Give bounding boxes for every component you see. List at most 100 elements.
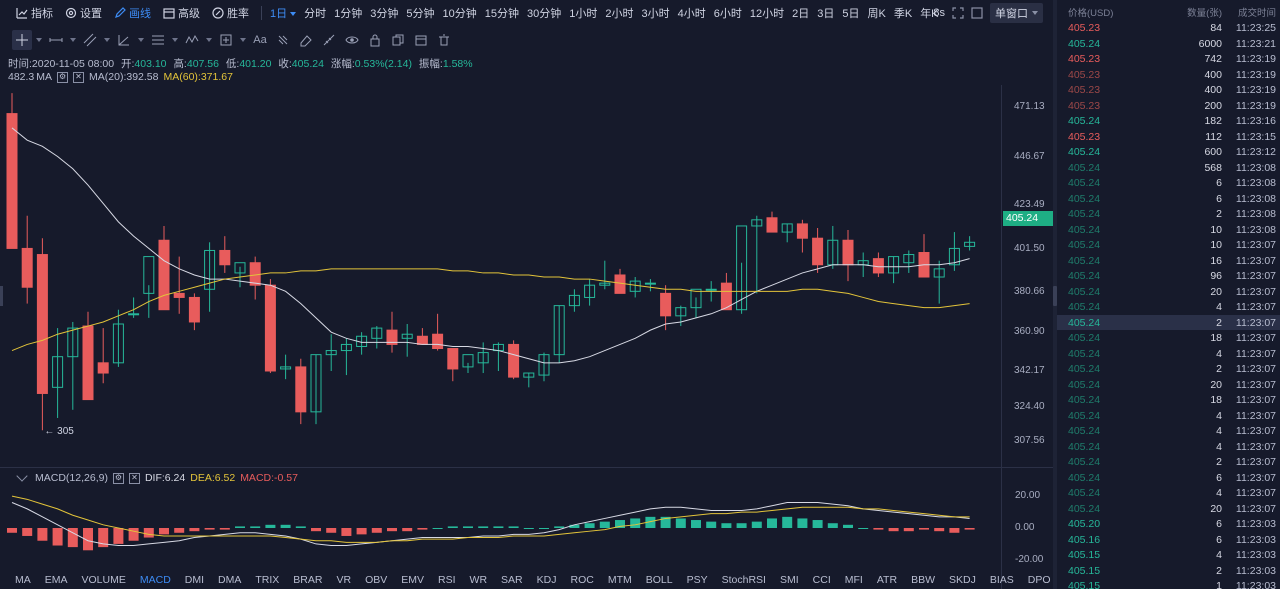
indicator-tab-psy[interactable]: PSY xyxy=(686,574,708,586)
candlestick-chart[interactable]: ← 305 xyxy=(0,85,1001,467)
timeframe-1[interactable]: 分时 xyxy=(304,7,327,20)
wave-tool-menu[interactable] xyxy=(205,38,213,42)
indicator-tab-obv[interactable]: OBV xyxy=(365,574,388,586)
indicators-button[interactable]: 指标 xyxy=(0,5,59,21)
lock-icon[interactable] xyxy=(365,30,385,50)
indicator-tab-dmi[interactable]: DMI xyxy=(184,574,205,586)
indicator-tab-dpo[interactable]: DPO xyxy=(1027,574,1051,586)
macd-settings-icon[interactable]: ⚙ xyxy=(112,472,124,484)
window-mode-select[interactable]: 单窗口 xyxy=(990,3,1043,23)
timeframe-12[interactable]: 6小时 xyxy=(713,7,742,20)
trade-row: 405.24 96 11:23:07 xyxy=(1057,268,1280,284)
timeframe-4[interactable]: 5分钟 xyxy=(406,7,435,20)
drawing-button[interactable]: 画线 xyxy=(108,5,157,21)
timeframe-8[interactable]: 1小时 xyxy=(569,7,598,20)
macd-histogram-bar xyxy=(888,528,899,532)
indicator-tab-roc[interactable]: ROC xyxy=(570,574,594,586)
channel-tool-menu[interactable] xyxy=(103,38,111,42)
copy-icon[interactable] xyxy=(388,30,408,50)
indicator-tab-macd[interactable]: MACD xyxy=(139,574,171,586)
macd-histogram-bar xyxy=(219,528,230,530)
timeframe-7[interactable]: 30分钟 xyxy=(527,7,562,20)
price-axis[interactable]: 471.13 446.67 423.49 401.50 380.66 360.90 342.… xyxy=(1002,85,1052,467)
candle-body xyxy=(97,362,109,374)
panel-divider[interactable] xyxy=(1053,0,1057,589)
timeframe-2[interactable]: 1分钟 xyxy=(334,7,363,20)
panel-resize-handle[interactable] xyxy=(1053,286,1057,306)
indicator-tab-dma[interactable]: DMA xyxy=(218,574,242,586)
channel-tool-icon[interactable] xyxy=(80,30,100,50)
fib-tool-icon[interactable] xyxy=(148,30,168,50)
macd-histogram-bar xyxy=(523,528,534,529)
angle-tool-menu[interactable] xyxy=(137,38,145,42)
macd-chart[interactable] xyxy=(0,485,1001,571)
angle-tool-icon[interactable] xyxy=(114,30,134,50)
eraser-tool-icon[interactable] xyxy=(296,30,316,50)
wave-tool-icon[interactable] xyxy=(182,30,202,50)
timeframe-5[interactable]: 10分钟 xyxy=(442,7,477,20)
timeframe-11[interactable]: 4小时 xyxy=(677,7,706,20)
indicator-tab-trix[interactable]: TRIX xyxy=(255,574,280,586)
indicator-tab-emv[interactable]: EMV xyxy=(401,574,425,586)
indicator-tab-smi[interactable]: SMI xyxy=(779,574,799,586)
crosshair-tool-menu[interactable] xyxy=(35,38,43,42)
timeframe-15[interactable]: 3日 xyxy=(817,7,835,20)
rect-tool-menu[interactable] xyxy=(239,38,247,42)
candle-body xyxy=(903,254,915,264)
indicator-tab-sar[interactable]: SAR xyxy=(501,574,523,586)
winrate-button[interactable]: 胜率 xyxy=(206,5,255,21)
settings-button[interactable]: 设置 xyxy=(59,5,108,21)
timeframe-19[interactable]: 年K xyxy=(920,7,939,20)
indicator-tab-wr[interactable]: WR xyxy=(469,574,488,586)
indicator-tab-cci[interactable]: CCI xyxy=(812,574,831,586)
indicator-tab-mtm[interactable]: MTM xyxy=(607,574,632,586)
fullscreen-icon[interactable] xyxy=(952,7,964,19)
timeframe-3[interactable]: 3分钟 xyxy=(370,7,399,20)
indicator-tab-boll[interactable]: BOLL xyxy=(645,574,673,586)
indicator-tab-stochrsi[interactable]: StochRSI xyxy=(721,574,766,586)
rect-tool-icon[interactable] xyxy=(216,30,236,50)
indicator-tab-ema[interactable]: EMA xyxy=(44,574,68,586)
timeframe-10[interactable]: 3小时 xyxy=(641,7,670,20)
indicator-tab-atr[interactable]: ATR xyxy=(876,574,898,586)
timeframe-0[interactable]: 1日 xyxy=(266,5,300,21)
timeframe-6[interactable]: 15分钟 xyxy=(484,7,519,20)
timeframe-17[interactable]: 周K xyxy=(867,7,886,20)
crosshair-tool-icon[interactable] xyxy=(12,29,32,50)
indicator-tab-rsi[interactable]: RSI xyxy=(438,574,456,586)
collapse-chevron-icon[interactable] xyxy=(16,470,28,482)
indicator-tab-ma[interactable]: MA xyxy=(15,574,31,586)
magnet-tool-icon[interactable] xyxy=(273,30,293,50)
timeframe-13[interactable]: 12小时 xyxy=(749,7,785,20)
hline-tool-menu[interactable] xyxy=(69,38,77,42)
fib-tool-menu[interactable] xyxy=(171,38,179,42)
indicator-tab-brar[interactable]: BRAR xyxy=(293,574,323,586)
refresh-interval[interactable]: 8s xyxy=(933,7,945,19)
trade-qty: 20 xyxy=(1210,285,1222,298)
timeframe-16[interactable]: 5日 xyxy=(842,7,860,20)
indicator-tab-vr[interactable]: VR xyxy=(336,574,352,586)
pane-divider[interactable] xyxy=(0,467,1053,468)
eye-tool-icon[interactable] xyxy=(342,30,362,50)
text-tool-icon[interactable]: Aa xyxy=(253,33,267,46)
timeframe-18[interactable]: 季K xyxy=(893,7,913,20)
indicator-tab-bbw[interactable]: BBW xyxy=(911,574,935,586)
indicator-tab-bias[interactable]: BIAS xyxy=(989,574,1014,586)
trash-icon[interactable] xyxy=(434,30,454,50)
indicator-tab-mfi[interactable]: MFI xyxy=(844,574,863,586)
ma-close-icon[interactable]: ✕ xyxy=(73,71,85,83)
advanced-button[interactable]: 高级 xyxy=(157,5,206,21)
indicator-tab-kdj[interactable]: KDJ xyxy=(536,574,557,586)
hline-tool-icon[interactable] xyxy=(46,30,66,50)
macd-close-icon[interactable]: ✕ xyxy=(128,472,140,484)
timeframe-9[interactable]: 2小时 xyxy=(605,7,634,20)
window-icon[interactable] xyxy=(971,7,983,19)
left-resize-handle[interactable] xyxy=(0,286,3,306)
price-axis-label: 324.40 xyxy=(1014,400,1045,412)
timeframe-14[interactable]: 2日 xyxy=(792,7,810,20)
ma-settings-icon[interactable]: ⚙ xyxy=(57,71,69,83)
indicator-tab-skdj[interactable]: SKDJ xyxy=(948,574,976,586)
hide-icon[interactable] xyxy=(411,30,431,50)
ruler-tool-icon[interactable] xyxy=(319,30,339,50)
indicator-tab-volume[interactable]: VOLUME xyxy=(81,574,126,586)
